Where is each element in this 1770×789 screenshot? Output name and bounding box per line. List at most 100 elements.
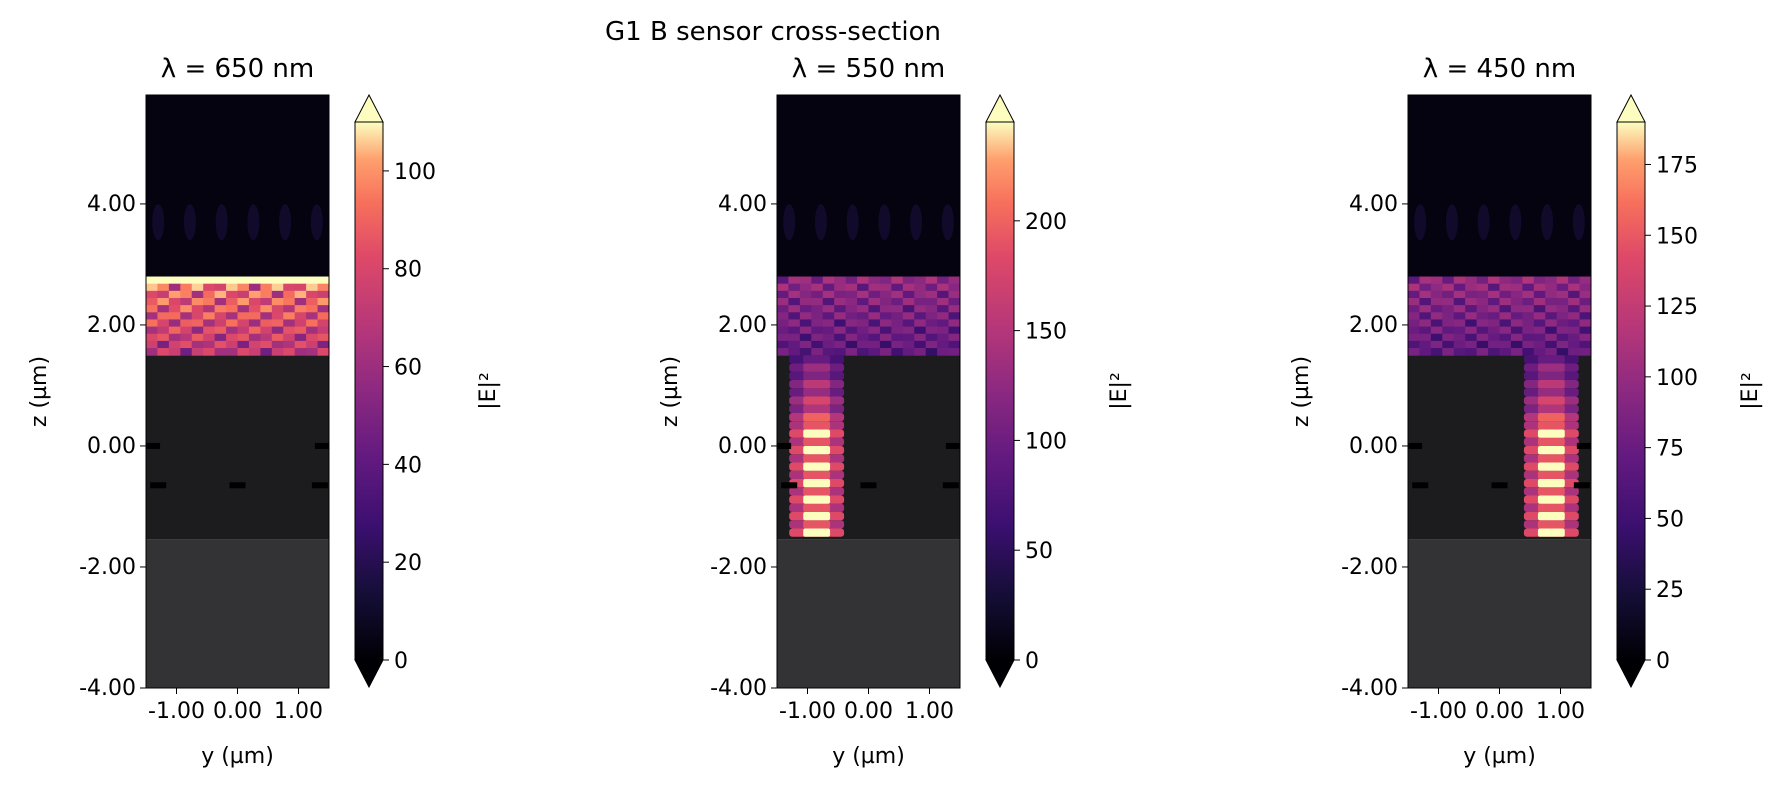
field-cell	[226, 348, 238, 356]
air-fringe	[215, 204, 228, 241]
field-cell	[180, 333, 193, 342]
field-cell	[203, 348, 216, 356]
field-cell	[1465, 305, 1478, 313]
substrate-region	[777, 539, 960, 688]
field-cell	[248, 348, 261, 356]
field-cell	[1522, 276, 1535, 285]
field-cell	[1419, 312, 1432, 320]
field-cell	[777, 305, 789, 313]
field-cell	[1522, 283, 1535, 292]
field-cell	[1476, 326, 1489, 335]
field-cell	[226, 340, 238, 349]
guide-core	[803, 520, 831, 529]
field-cell	[1533, 297, 1546, 306]
field-cell	[914, 326, 927, 335]
field-cell	[146, 283, 158, 292]
field-cell	[1465, 319, 1478, 328]
field-cell	[1476, 312, 1489, 320]
field-cell	[868, 276, 881, 285]
field-cell	[811, 283, 824, 292]
field-cell	[902, 290, 915, 299]
field-cell	[1568, 333, 1581, 342]
field-cell	[1556, 348, 1569, 356]
field-cell	[168, 333, 181, 342]
air-fringe	[183, 204, 196, 241]
field-cell	[845, 290, 858, 299]
field-cell	[203, 319, 216, 328]
field-cell	[191, 326, 204, 335]
field-cell	[283, 319, 296, 328]
field-cell	[237, 333, 250, 342]
guide-core	[1537, 445, 1565, 455]
field-cell	[1579, 333, 1591, 342]
field-cell	[879, 340, 892, 349]
field-cell	[925, 290, 938, 299]
y-tick-label: 4.00	[87, 192, 136, 217]
field-cell	[925, 312, 938, 320]
field-cell	[914, 319, 927, 328]
field-cell	[1419, 305, 1432, 313]
field-cell	[1442, 348, 1455, 356]
field-cell	[260, 340, 273, 349]
field-cell	[260, 290, 273, 299]
field-cell	[306, 348, 319, 356]
field-cell	[891, 333, 904, 342]
field-cell	[271, 340, 284, 349]
x-tick-label: 0.00	[1475, 699, 1524, 724]
field-cell	[1476, 283, 1489, 292]
field-cell	[260, 326, 273, 335]
field-cell	[902, 340, 915, 349]
field-cell	[925, 348, 938, 356]
field-cell	[879, 319, 892, 328]
field-cell	[1442, 305, 1455, 313]
field-cell	[1533, 326, 1546, 335]
y-tick-label: -2.00	[1341, 555, 1398, 580]
field-cell	[271, 290, 284, 299]
colorbar-tick-label: 0	[1025, 649, 1039, 674]
field-cell	[1453, 326, 1466, 335]
field-cell	[306, 326, 319, 335]
guide-core	[803, 396, 831, 405]
field-cell	[1579, 340, 1591, 349]
metal-bar	[781, 482, 798, 489]
substrate-region	[146, 539, 329, 688]
field-cell	[214, 290, 227, 299]
field-cell	[168, 305, 181, 313]
colorbar-tick-label: 100	[394, 160, 436, 185]
field-cell	[203, 340, 216, 349]
field-cell	[891, 276, 904, 285]
field-cell	[1476, 333, 1489, 342]
x-axis-label: y (µm)	[832, 744, 905, 769]
air-fringe	[1477, 204, 1490, 241]
guide-core	[1537, 404, 1565, 413]
field-cell	[868, 283, 881, 292]
field-cell	[317, 297, 329, 306]
field-cell	[891, 326, 904, 335]
field-cell	[777, 297, 789, 306]
field-cell	[1499, 283, 1512, 292]
field-cell	[168, 312, 181, 320]
field-cell	[834, 283, 847, 292]
x-tick-label: 0.00	[213, 699, 262, 724]
field-cell	[1453, 297, 1466, 306]
metal-bar	[311, 482, 328, 489]
field-cell	[788, 333, 801, 342]
field-cell	[271, 276, 284, 285]
field-cell	[294, 297, 307, 306]
field-cell	[1499, 305, 1512, 313]
field-cell	[146, 326, 158, 335]
field-cell	[203, 305, 216, 313]
field-cell	[788, 276, 801, 285]
metal-bar	[1412, 482, 1429, 489]
field-cell	[180, 290, 193, 299]
field-cell	[1476, 290, 1489, 299]
field-cell	[237, 319, 250, 328]
field-cell	[248, 305, 261, 313]
field-cell	[1408, 290, 1420, 299]
field-cell	[868, 326, 881, 335]
field-cell	[226, 312, 238, 320]
field-cell	[925, 340, 938, 349]
field-cell	[834, 290, 847, 299]
field-cell	[283, 312, 296, 320]
